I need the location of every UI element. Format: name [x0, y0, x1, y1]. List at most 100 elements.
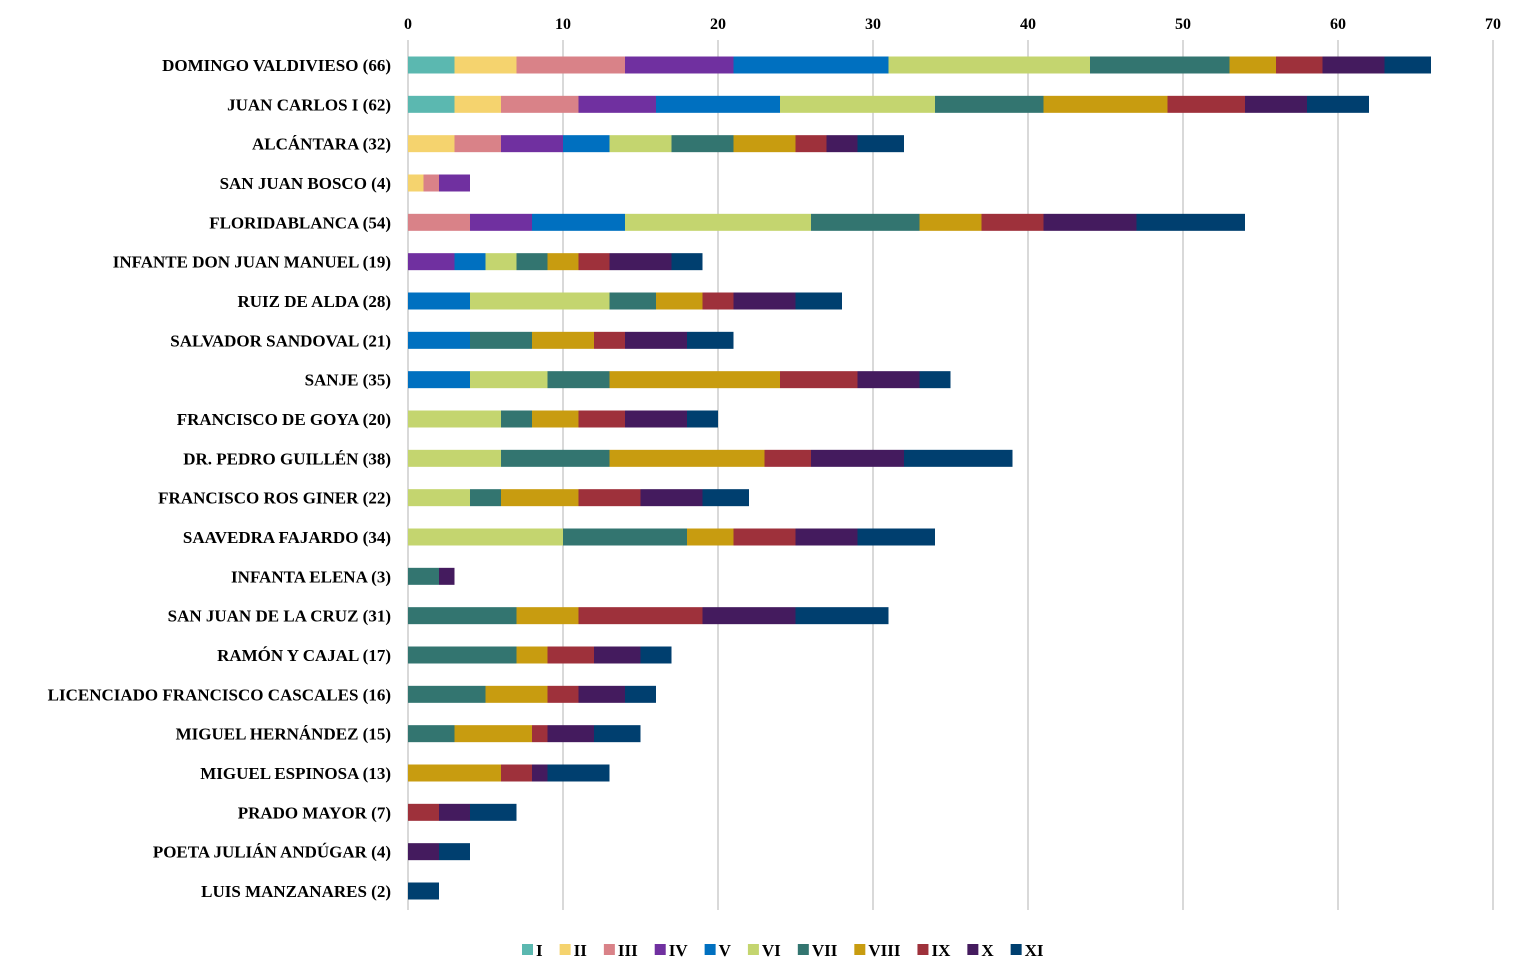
bar-segment-x [702, 607, 796, 625]
legend-label: II [574, 941, 588, 960]
legend-label: I [536, 941, 543, 960]
bar-segment-vi [408, 528, 563, 546]
bar-segment-viii [516, 646, 548, 664]
bar-segment-x [439, 803, 470, 821]
bar-segment-x [811, 449, 904, 467]
category-label: INFANTE DON JUAN MANUEL (19) [113, 253, 391, 272]
bar-segment-iv [470, 213, 532, 231]
category-label: FRANCISCO ROS GINER (22) [158, 489, 391, 508]
bar-segment-xi [795, 292, 842, 310]
legend-label: VIII [868, 941, 901, 960]
legend-swatch-vii [797, 944, 809, 955]
bar-segment-x [625, 410, 687, 428]
bar-segment-ii [408, 135, 455, 153]
bar-segment-xi [439, 843, 470, 861]
category-labels: DOMINGO VALDIVIESO (66) JUAN CARLOS I (62… [48, 56, 391, 901]
bar-segment-ix [1276, 56, 1323, 74]
bar-segment-vii [408, 607, 517, 625]
category-label: MIGUEL HERNÁNDEZ (15) [176, 725, 391, 744]
bar-segment-iv [578, 95, 656, 113]
bar-segment-xi [547, 764, 610, 782]
bar-segment-ix [532, 725, 548, 743]
bar-segment-v [408, 292, 470, 310]
bar-segment-vii [408, 685, 486, 703]
bar-segment-viii [733, 135, 796, 153]
bar-segment-v [408, 331, 470, 349]
bar-segment-xi [857, 528, 935, 546]
bar-segment-ii [408, 174, 424, 192]
bar-segment-ix [578, 607, 703, 625]
bar-segment-ii [454, 56, 517, 74]
category-label: FLORIDABLANCA (54) [209, 213, 391, 232]
bar-segment-viii [516, 607, 579, 625]
bar-segment-viii [609, 449, 765, 467]
bar-segment-x [625, 331, 687, 349]
bar-segment-x [439, 567, 455, 585]
bar-segment-vii [671, 135, 734, 153]
category-label: POETA JULIÁN ANDÚGAR (4) [153, 843, 391, 862]
legend-swatch-iii [603, 944, 615, 955]
bar-segment-ix [733, 528, 796, 546]
bar-segment-vii [1090, 56, 1230, 74]
legend-swatch-i [522, 944, 533, 955]
bar-segment-vi [408, 489, 470, 507]
bar-segment-v [408, 371, 470, 389]
legend-label: VI [762, 941, 781, 960]
category-label: SAAVEDRA FAJARDO (34) [183, 528, 391, 547]
bar-segment-v [454, 253, 486, 271]
bar-segment-vii [609, 292, 656, 310]
bar-segment-vii [501, 449, 610, 467]
bar-segment-iv [625, 56, 734, 74]
bars [408, 56, 1431, 900]
legend-label: X [981, 941, 994, 960]
x-tick-label: 70 [1485, 16, 1501, 33]
category-label: SAN JUAN BOSCO (4) [220, 174, 391, 193]
legend-label: XI [1025, 941, 1044, 960]
category-label: MIGUEL ESPINOSA (13) [200, 764, 391, 783]
bar-segment-x [578, 685, 625, 703]
bar-segment-vii [470, 331, 532, 349]
bar-segment-vi [888, 56, 1090, 74]
bar-segment-x [1043, 213, 1137, 231]
bar-segment-x [1322, 56, 1385, 74]
legend-swatch-vi [747, 944, 759, 955]
bar-segment-ix [578, 410, 625, 428]
bar-segment-vii [547, 371, 610, 389]
bar-segment-ix [981, 213, 1044, 231]
legend-swatch-iv [654, 944, 666, 955]
bar-segment-v [532, 213, 625, 231]
bar-segment-v [563, 135, 610, 153]
legend-swatch-viii [854, 944, 866, 955]
bar-segment-xi [408, 882, 439, 900]
legend-swatch-ii [559, 944, 571, 955]
bar-segment-xi [919, 371, 951, 389]
category-label: JUAN CARLOS I (62) [227, 95, 391, 114]
category-label: ALCÁNTARA (32) [252, 135, 391, 154]
bar-segment-viii [547, 253, 579, 271]
gridlines [407, 40, 1494, 910]
category-label: INFANTA ELENA (3) [231, 567, 391, 586]
bar-segment-xi [687, 410, 718, 428]
bar-segment-iii [516, 56, 625, 74]
bar-segment-x [532, 764, 548, 782]
bar-segment-iv [439, 174, 470, 192]
bar-segment-viii [485, 685, 548, 703]
bar-segment-iv [501, 135, 563, 153]
bar-segment-v [733, 56, 889, 74]
bar-segment-xi [702, 489, 749, 507]
bar-segment-xi [1384, 56, 1431, 74]
bar-segment-vii [408, 646, 517, 664]
bar-segment-x [1245, 95, 1307, 113]
bar-segment-viii [919, 213, 982, 231]
bar-segment-vii [470, 489, 501, 507]
bar-segment-x [826, 135, 858, 153]
category-label: PRADO MAYOR (7) [238, 803, 391, 822]
bar-segment-ix [594, 331, 625, 349]
bar-segment-ix [578, 489, 641, 507]
bar-segment-iii [454, 135, 501, 153]
bar-segment-vi [609, 135, 672, 153]
bar-segment-xi [671, 253, 703, 271]
legend-swatch-ix [917, 944, 929, 955]
bar-segment-vii [408, 567, 439, 585]
bar-segment-vii [516, 253, 548, 271]
